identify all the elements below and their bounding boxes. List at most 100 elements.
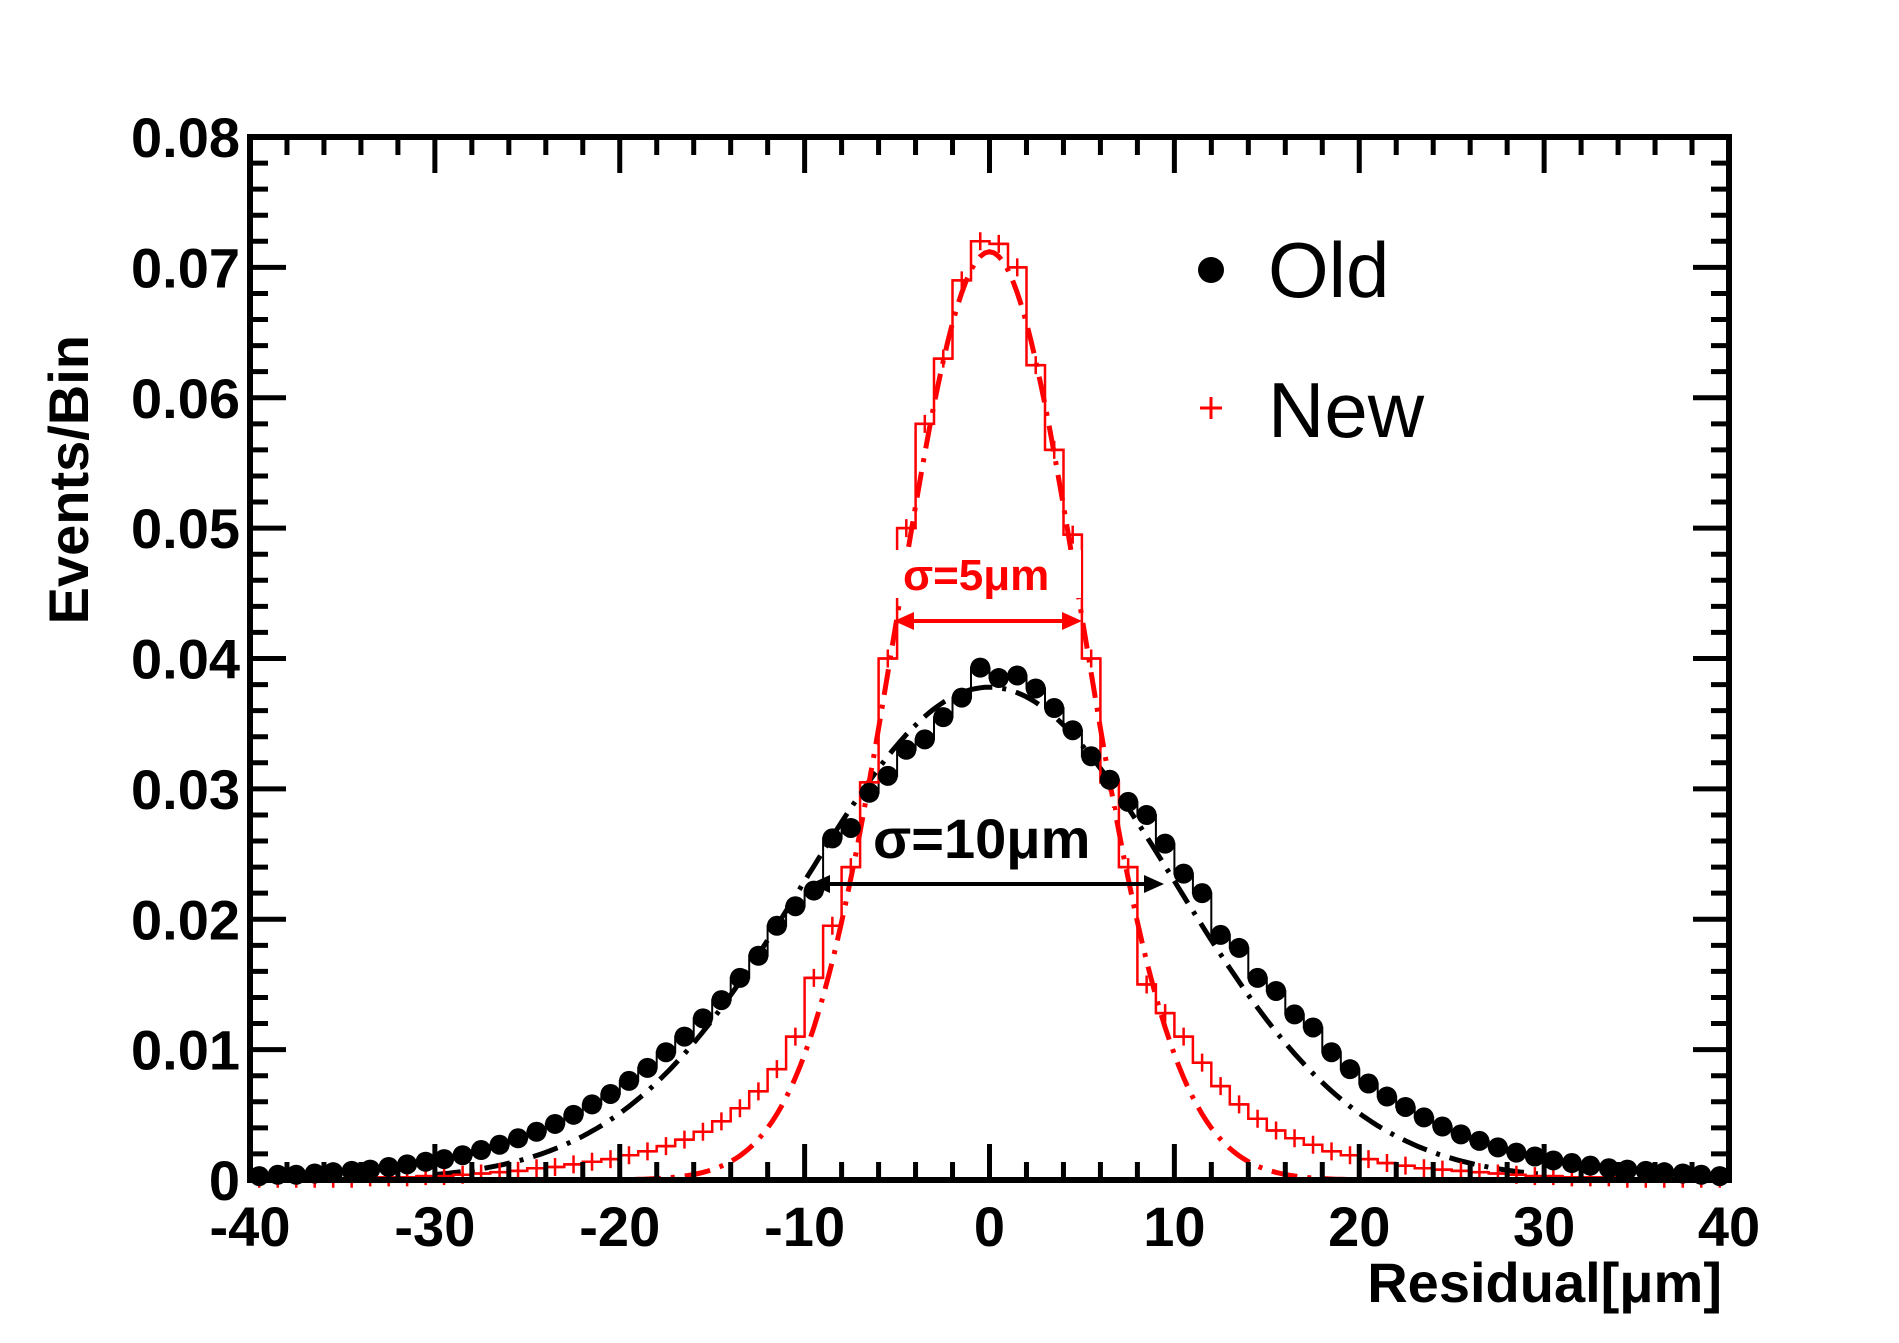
new-data-point	[767, 1060, 786, 1079]
old-data-point	[341, 1160, 362, 1181]
old-data-point	[822, 828, 843, 849]
old-data-point	[1247, 967, 1268, 988]
y-tick-label: 0.04	[131, 628, 240, 691]
y-tick-label: 0.05	[131, 497, 240, 560]
plot-frame-border	[247, 134, 1732, 1183]
old-data-point	[1266, 980, 1287, 1001]
new-data-point	[1119, 858, 1138, 877]
x-tick-label: 30	[1513, 1195, 1575, 1258]
legend-label-old: Old	[1268, 226, 1389, 314]
old-data-point	[1284, 1004, 1305, 1025]
old-data-point	[582, 1094, 603, 1115]
old-data-point	[748, 945, 769, 966]
new-data-point	[730, 1099, 749, 1118]
new-data-point	[1193, 1053, 1212, 1072]
y-tick-label: 0.07	[131, 236, 240, 299]
new-data-point	[897, 519, 916, 538]
old-data-point	[1469, 1130, 1490, 1151]
new-data-point	[1082, 649, 1101, 668]
legend-marker-new	[1200, 397, 1222, 419]
new-data-point	[1174, 1027, 1193, 1046]
old-data-point	[415, 1151, 436, 1172]
axis-tick-labels: -40 -30 -20 -10 0 10 20 30 40 0 0.01 0.02 0.03 0.04 0.…	[131, 106, 1760, 1258]
old-data-point	[618, 1070, 639, 1091]
y-tick-label: 0.06	[131, 367, 240, 430]
new-data-point	[1377, 1154, 1396, 1173]
old-data-point	[896, 739, 917, 760]
old-data-point	[1450, 1124, 1471, 1145]
old-data-point	[1506, 1142, 1527, 1163]
old-data-point	[360, 1159, 381, 1180]
old-data-point	[951, 687, 972, 708]
old-data-point	[1155, 833, 1176, 854]
old-data-point	[1340, 1059, 1361, 1080]
old-data-point	[1598, 1158, 1619, 1179]
new-data-point	[1322, 1142, 1341, 1161]
old-data-point	[1099, 769, 1120, 790]
new-data-point	[1396, 1156, 1415, 1175]
new-data-point	[638, 1142, 657, 1161]
old-data-point	[785, 896, 806, 917]
new-data-point	[1211, 1077, 1230, 1096]
new-data-point	[1026, 356, 1045, 375]
new-data-point	[675, 1130, 694, 1149]
axis-ticks	[247, 134, 1732, 1183]
old-data-point	[1210, 924, 1231, 945]
new-data-point	[1267, 1121, 1286, 1140]
old-data-point	[1617, 1159, 1638, 1180]
old-data-point	[1635, 1160, 1656, 1181]
old-gaussian-fit	[434, 684, 1545, 1177]
new-data-point	[915, 414, 934, 433]
new-data-point	[509, 1161, 528, 1180]
new-data-point	[971, 232, 990, 251]
old-data-point	[1413, 1107, 1434, 1128]
sigma-10-arrow	[810, 875, 1164, 893]
old-data-point	[1081, 746, 1102, 767]
new-data-point	[1285, 1129, 1304, 1148]
legend-label-new: New	[1268, 366, 1425, 454]
new-data-point	[1008, 258, 1027, 277]
new-data-point	[693, 1122, 712, 1141]
old-data-point	[1487, 1137, 1508, 1158]
new-data-point	[749, 1082, 768, 1101]
old-data-point	[526, 1121, 547, 1142]
plot-curves	[250, 240, 1729, 1183]
old-data-point	[1321, 1042, 1342, 1063]
old-data-point	[1376, 1086, 1397, 1107]
new-data-point	[1137, 975, 1156, 994]
old-data-point	[489, 1134, 510, 1155]
old-histogram-steps	[250, 666, 1729, 1178]
old-data-point	[766, 915, 787, 936]
old-data-point	[1118, 791, 1139, 812]
sigma-5-label: σ=5μm	[903, 551, 1049, 600]
old-data-point	[1524, 1146, 1545, 1167]
new-data-point	[1063, 525, 1082, 544]
old-data-point	[970, 657, 991, 678]
old-data-point	[600, 1083, 621, 1104]
new-data-point	[1359, 1150, 1378, 1169]
old-data-point	[1303, 1017, 1324, 1038]
old-data-point	[397, 1154, 418, 1175]
legend: Old New	[1198, 226, 1425, 454]
old-data-point	[674, 1026, 695, 1047]
x-tick-label: -20	[579, 1195, 660, 1258]
old-data-point	[1173, 863, 1194, 884]
y-axis-title: Events/Bin	[37, 335, 100, 624]
new-data-point	[804, 968, 823, 987]
old-data-point	[1229, 937, 1250, 958]
sigma-5-arrow	[894, 612, 1082, 630]
y-tick-label: 0.02	[131, 888, 240, 951]
new-data-point	[1414, 1159, 1433, 1178]
old-data-point	[563, 1104, 584, 1125]
plot-frame	[247, 134, 1732, 1183]
y-tick-label: 0.01	[131, 1019, 240, 1082]
y-tick-label: 0.03	[131, 758, 240, 821]
old-data-point	[729, 967, 750, 988]
new-data-point	[1304, 1135, 1323, 1154]
old-data-point	[637, 1057, 658, 1078]
new-data-point	[1230, 1095, 1249, 1114]
new-data-point	[989, 234, 1008, 253]
x-tick-label: 10	[1143, 1195, 1205, 1258]
new-data-point	[841, 858, 860, 877]
old-data-point	[692, 1008, 713, 1029]
